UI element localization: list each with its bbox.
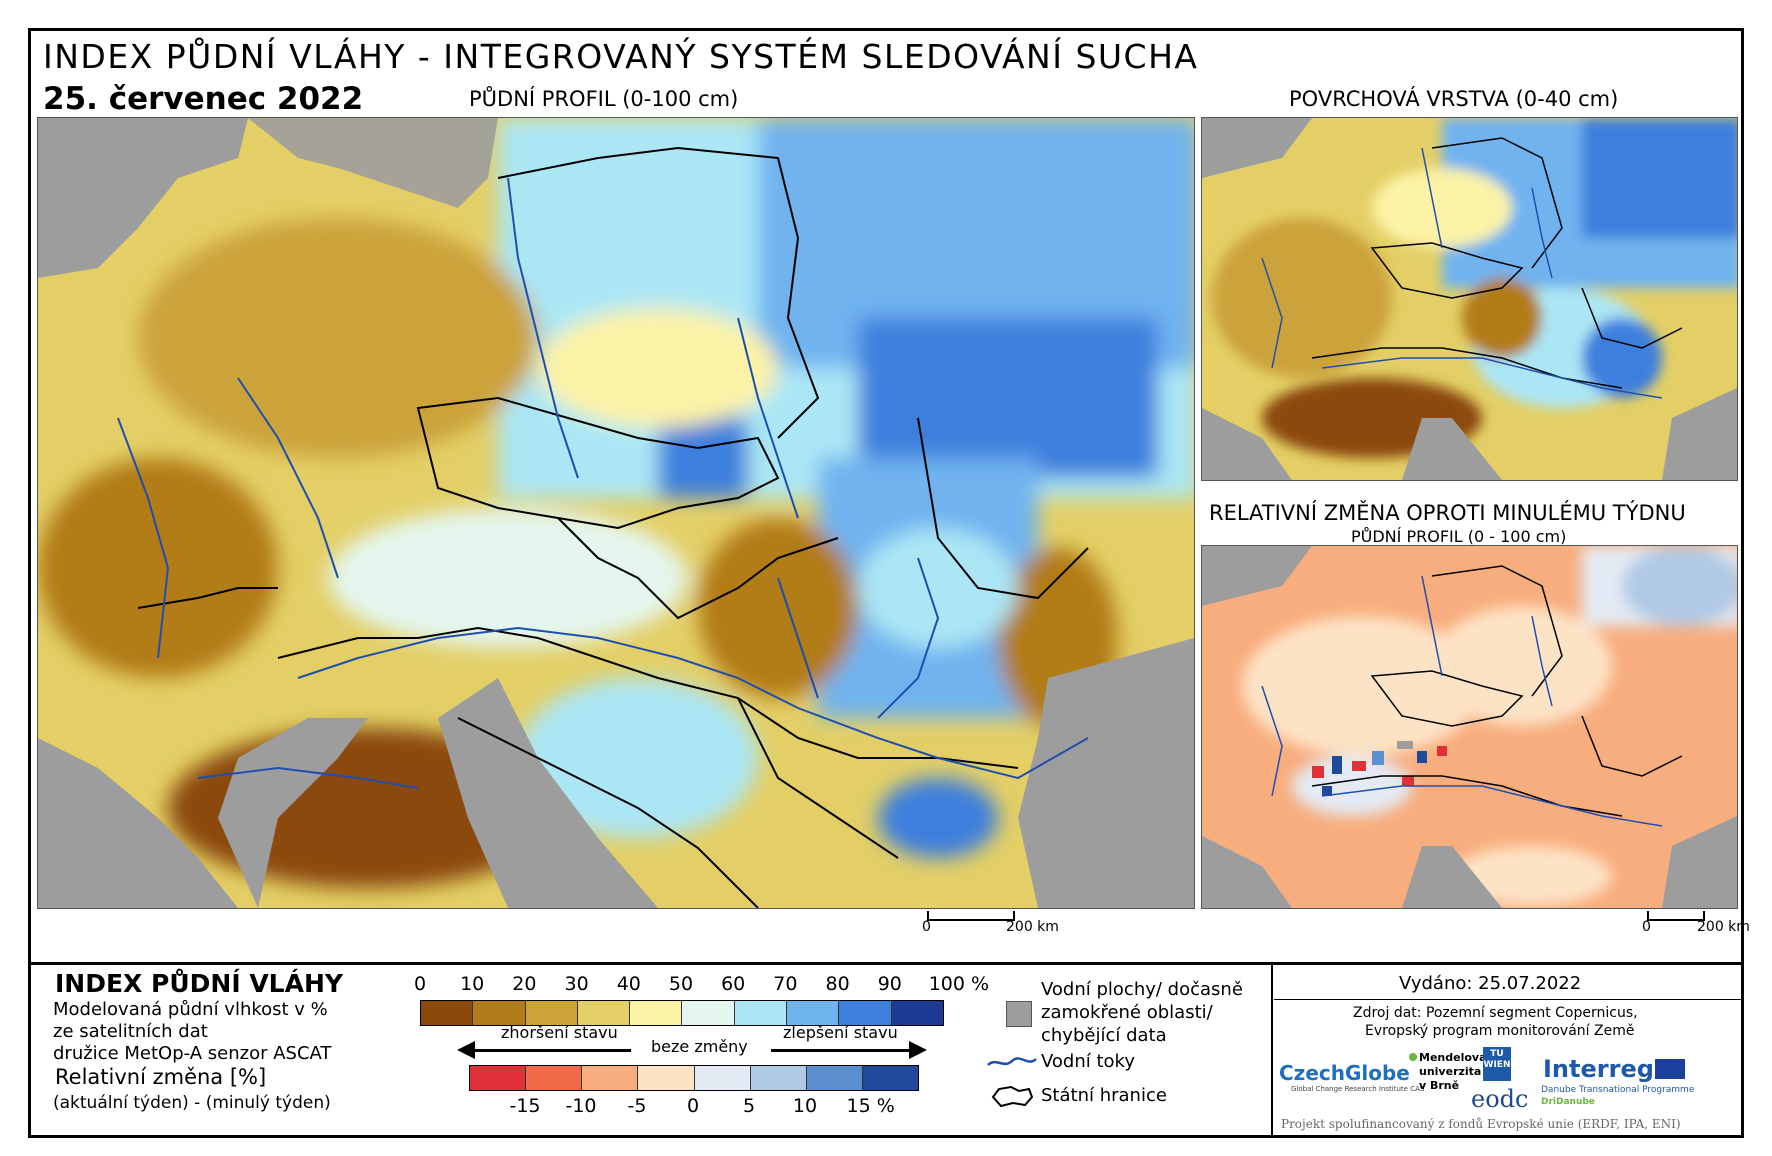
nochange-label: beze změny <box>651 1037 748 1056</box>
change-color-swatch-3 <box>637 1066 694 1090</box>
better-label: zlepšení stavu <box>783 1023 898 1042</box>
index-tick-1: 10 <box>460 973 485 995</box>
index-tick-8: 80 <box>825 973 850 995</box>
date-label: 25. červenec 2022 <box>43 81 364 117</box>
main-map-label: PŮDNÍ PROFIL (0-100 cm) <box>469 87 739 111</box>
change-map-svg <box>1202 546 1737 908</box>
index-color-swatch-2 <box>524 1001 577 1025</box>
small-scale-end: 200 km <box>1697 919 1750 935</box>
index-tick-10: 100 % <box>928 973 990 995</box>
mendel-logo-2: univerzita <box>1419 1065 1482 1078</box>
water-area-swatch <box>1006 1001 1032 1027</box>
source-line-1: Zdroj dat: Pozemní segment Copernicus, <box>1353 1005 1638 1021</box>
czechglobe-sub: Global Change Research Institute CAS <box>1291 1085 1425 1093</box>
change-tick-0: -15 <box>509 1095 541 1117</box>
czechglobe-logo: CzechGlobe <box>1279 1061 1410 1085</box>
page-title: INDEX PŮDNÍ VLÁHY - INTEGROVANÝ SYSTÉM S… <box>43 37 1199 76</box>
change-map-sublabel: PŮDNÍ PROFIL (0 - 100 cm) <box>1351 527 1567 546</box>
better-arrow-line <box>771 1049 911 1052</box>
water-areas-label-2: zamokřené oblasti/ <box>1041 1002 1213 1023</box>
change-tick-6: 15 % <box>846 1095 895 1117</box>
legend-change-title: Relativní změna [%] <box>55 1065 267 1089</box>
funding-note: Projekt spolufinancovaný z fondů Evropsk… <box>1281 1117 1681 1131</box>
mendel-dot-icon <box>1409 1053 1417 1061</box>
interreg-sub: Danube Transnational Programme <box>1541 1085 1695 1095</box>
index-tick-2: 20 <box>512 973 537 995</box>
change-color-swatch-7 <box>861 1066 918 1090</box>
poster-frame: INDEX PŮDNÍ VLÁHY - INTEGROVANÝ SYSTÉM S… <box>28 28 1750 1141</box>
index-color-swatch-6 <box>733 1001 787 1025</box>
borders-label: Státní hranice <box>1041 1085 1167 1106</box>
main-map-svg <box>38 118 1194 908</box>
index-tick-7: 70 <box>773 973 798 995</box>
river-line-icon <box>987 1057 1037 1066</box>
worse-arrow-icon <box>457 1041 475 1059</box>
change-tick-1: -10 <box>565 1095 597 1117</box>
index-color-swatch-9 <box>890 1001 943 1025</box>
legend-index-desc3: družice MetOp-A senzor ASCAT <box>53 1043 332 1064</box>
main-scale-zero: 0 <box>922 919 931 935</box>
legend-index-desc1: Modelovaná půdní vlhkost v % <box>53 999 328 1020</box>
relative-change-map <box>1201 545 1738 909</box>
main-soil-moisture-map <box>37 117 1195 909</box>
surface-map-label: POVRCHOVÁ VRSTVA (0-40 cm) <box>1289 87 1619 111</box>
main-scale-end: 200 km <box>1006 919 1059 935</box>
change-colorbar <box>469 1065 919 1091</box>
info-divider <box>1274 999 1741 1000</box>
surface-map-svg <box>1202 118 1737 480</box>
legend-area: INDEX PŮDNÍ VLÁHY Modelovaná půdní vlhko… <box>31 962 1741 1141</box>
change-tick-4: 5 <box>742 1095 756 1117</box>
water-areas-label: Vodní plochy/ dočasně <box>1041 979 1243 1000</box>
worse-arrow-line <box>471 1049 631 1052</box>
change-tick-3: 0 <box>686 1095 700 1117</box>
change-tick-5: 10 <box>792 1095 818 1117</box>
index-tick-6: 60 <box>721 973 746 995</box>
index-tick-3: 30 <box>564 973 589 995</box>
index-color-swatch-1 <box>472 1001 525 1025</box>
eu-flag-icon <box>1655 1059 1685 1079</box>
eodc-logo: eodc <box>1471 1085 1529 1113</box>
index-tick-9: 90 <box>877 973 902 995</box>
source-line-2: Evropský program monitorování Země <box>1365 1023 1635 1039</box>
border-shape-icon <box>991 1085 1034 1108</box>
legend-change-desc: (aktuální týden) - (minulý týden) <box>53 1093 331 1113</box>
legend-index-desc2: ze satelitních dat <box>53 1021 208 1042</box>
index-color-swatch-5 <box>681 1001 734 1025</box>
change-color-swatch-2 <box>581 1066 638 1090</box>
rivers-label: Vodní toky <box>1041 1051 1135 1072</box>
change-color-swatch-4 <box>693 1066 750 1090</box>
mendel-logo-1: Mendelova <box>1419 1051 1487 1064</box>
index-color-swatch-7 <box>786 1001 839 1025</box>
index-color-swatch-3 <box>576 1001 630 1025</box>
change-map-label: RELATIVNÍ ZMĚNA OPROTI MINULÉMU TÝDNU <box>1209 501 1686 525</box>
index-tick-4: 40 <box>616 973 641 995</box>
change-tick-2: -5 <box>627 1095 647 1117</box>
index-tick-0: 0 <box>413 973 427 995</box>
index-color-swatch-0 <box>421 1001 473 1025</box>
interreg-logo: Interreg <box>1543 1055 1654 1083</box>
small-scale-bar <box>1647 911 1705 921</box>
change-color-swatch-0 <box>470 1066 526 1090</box>
better-arrow-icon <box>909 1041 927 1059</box>
tuwien-logo: TU WIEN <box>1483 1047 1511 1081</box>
dridanube-logo: DriDanube <box>1541 1097 1595 1107</box>
worse-label: zhoršení stavu <box>501 1023 618 1042</box>
change-color-swatch-6 <box>805 1066 862 1090</box>
main-scale-bar <box>927 911 1015 921</box>
index-tick-5: 50 <box>668 973 694 995</box>
index-color-swatch-8 <box>838 1001 891 1025</box>
legend-index-title: INDEX PŮDNÍ VLÁHY <box>55 969 343 998</box>
legend-divider <box>1271 965 1273 1138</box>
surface-layer-map <box>1201 117 1738 481</box>
small-scale-zero: 0 <box>1642 919 1651 935</box>
change-color-swatch-1 <box>525 1066 582 1090</box>
water-areas-label-3: chybějící data <box>1041 1025 1167 1046</box>
change-color-swatch-5 <box>749 1066 806 1090</box>
index-color-swatch-4 <box>629 1001 682 1025</box>
mendel-logo-3: v Brně <box>1419 1079 1460 1092</box>
index-colorbar <box>420 1000 944 1026</box>
issued-date: Vydáno: 25.07.2022 <box>1399 973 1582 994</box>
